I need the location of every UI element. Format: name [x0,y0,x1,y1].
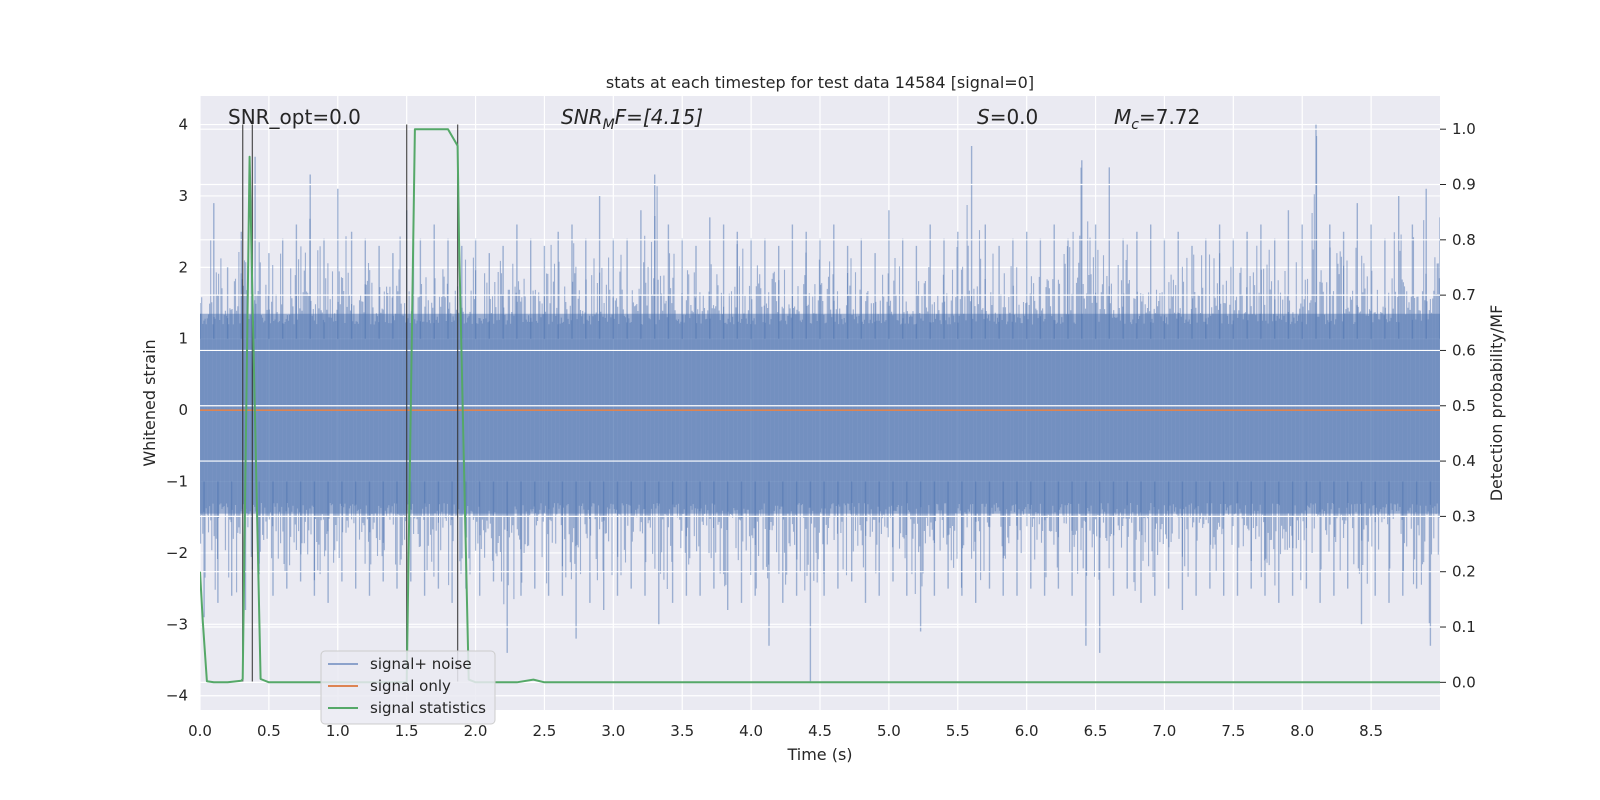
chart-title: stats at each timestep for test data 145… [606,73,1034,92]
y-left-tick-label: 4 [178,116,188,134]
annotation-s: S=0.0 [977,105,1038,129]
x-tick-label: 5.0 [877,722,901,740]
y-left-tick-label: −3 [166,615,188,633]
y-right-tick-label: 0.6 [1452,341,1476,359]
annotation-snr-mf-sub: M [603,117,615,133]
y-left-tick-label: 1 [178,330,188,348]
x-tick-label: 7.0 [1153,722,1177,740]
legend-label-signal-noise: signal+ noise [370,655,472,673]
strain-peaks [200,124,1440,682]
y-axis-left-ticks: 4 3 2 1 0 −1 −2 −3 −4 [166,116,188,705]
x-tick-label: 4.0 [739,722,763,740]
annotation-snr-mf-rest: F=[4.15] [615,105,703,129]
y-right-tick-label: 0.3 [1452,507,1476,525]
annotation-s-rest: =0.0 [990,105,1039,129]
y-left-tick-label: −1 [166,473,188,491]
y-left-tick-label: 3 [178,187,188,205]
y-right-tick-label: 0.7 [1452,286,1476,304]
y-axis-left-label: Whitened strain [140,339,159,466]
x-tick-label: 0.5 [257,722,281,740]
y-left-tick-label: −2 [166,544,188,562]
y-right-tick-label: 0.8 [1452,231,1476,249]
y-right-tick-label: 0.2 [1452,563,1476,581]
x-tick-label: 3.0 [601,722,625,740]
x-tick-label: 7.5 [1221,722,1245,740]
x-tick-label: 4.5 [808,722,832,740]
x-tick-label: 8.5 [1359,722,1383,740]
x-tick-label: 0.0 [188,722,212,740]
y-left-tick-label: 0 [178,401,188,419]
annotation-snr-mf-main: SNR [561,105,603,129]
legend-box [320,650,496,725]
x-tick-label: 1.5 [395,722,419,740]
x-tick-label: 1.0 [326,722,350,740]
x-tick-label: 5.5 [946,722,970,740]
x-axis-ticks: 0.0 0.5 1.0 1.5 2.0 2.5 3.0 3.5 4.0 4.5 5.0 5.5 6.0 6… [188,722,1383,740]
x-axis-label: Time (s) [786,745,852,764]
x-tick-label: 3.5 [670,722,694,740]
legend: signal+ noise signal only signal statist… [320,650,496,725]
y-right-tick-label: 0.0 [1452,673,1476,691]
annotation-snr-mf: SNRMF=[4.15] [561,105,703,133]
y-left-tick-label: 2 [178,258,188,276]
x-tick-label: 6.5 [1084,722,1108,740]
y-right-tick-label: 0.4 [1452,452,1476,470]
legend-label-signal-statistics: signal statistics [370,699,486,717]
y-left-tick-label: −4 [166,687,188,705]
annotation-snr-opt: SNR_opt=0.0 [228,105,361,129]
y-right-tick-label: 0.9 [1452,176,1476,194]
y-right-tick-label: 0.1 [1452,618,1476,636]
x-tick-label: 8.0 [1290,722,1314,740]
y-axis-right-ticks: 1.0 0.9 0.8 0.7 0.6 0.5 0.4 0.3 0.2 0.1 0.0 [1440,120,1476,691]
signal-statistics-series [200,128,1440,684]
annotation-s-main: S [977,105,990,129]
y-right-tick-label: 1.0 [1452,120,1476,138]
vertical-markers [242,124,459,682]
x-tick-label: 2.5 [533,722,557,740]
annotation-mc: Mc=7.72 [1114,105,1200,133]
annotation-mc-rest: =7.72 [1139,105,1200,129]
annotation-mc-sub: c [1131,117,1139,133]
annotation-mc-main: M [1114,105,1131,129]
legend-label-signal-only: signal only [370,677,451,695]
y-right-tick-label: 0.5 [1452,397,1476,415]
y-axis-right-label: Detection probability/MF [1487,305,1506,502]
strain-core-band [200,313,1440,514]
x-tick-label: 6.0 [1015,722,1039,740]
signal-statistics-line [200,128,1440,684]
x-tick-label: 2.0 [464,722,488,740]
